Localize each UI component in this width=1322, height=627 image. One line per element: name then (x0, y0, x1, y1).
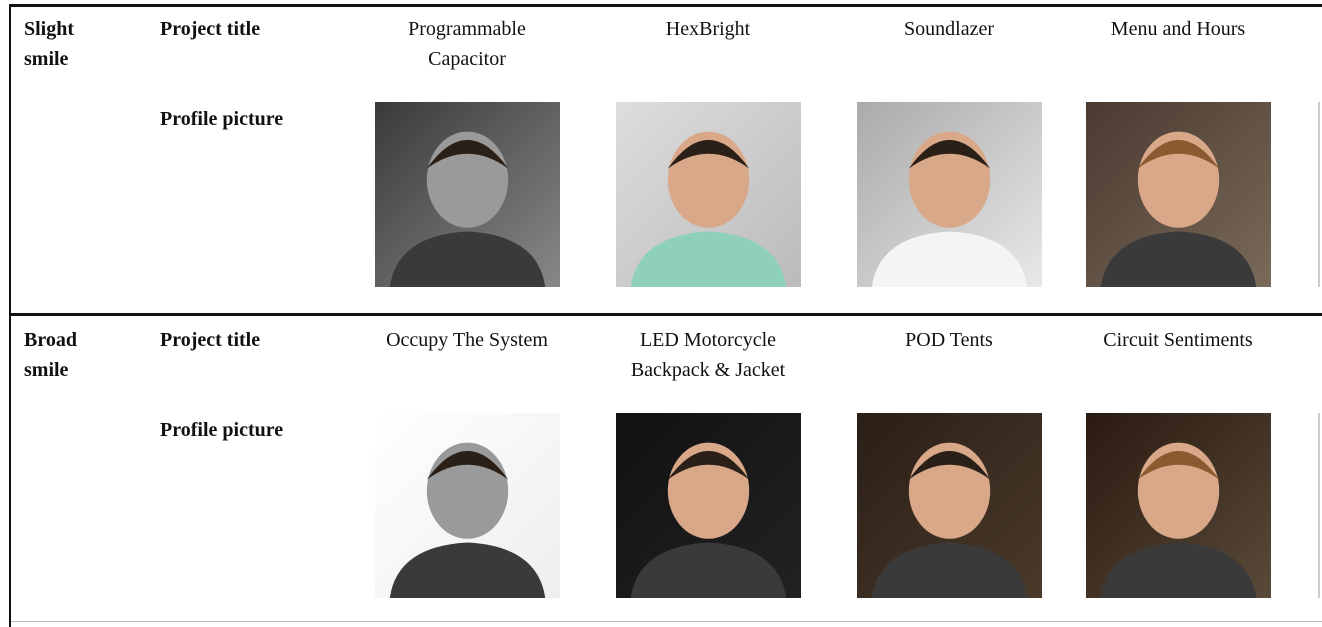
profile-photo (616, 102, 801, 287)
project-title: Menu and Hours (1110, 18, 1246, 40)
project-title: LED Motorcycle (639, 329, 777, 351)
cropped-photo-edge (1318, 413, 1320, 598)
project-title: Backpack & Jacket (630, 359, 786, 381)
project-title: HexBright (665, 18, 751, 40)
bottom-rule (10, 621, 1322, 622)
group-label: Slight (24, 18, 75, 40)
profile-photo (857, 102, 1042, 287)
group-rule (10, 313, 1322, 316)
group-label: Broad (24, 329, 77, 351)
profile-photo (616, 413, 801, 598)
project-title: Capacitor (428, 48, 506, 70)
group-label: smile (24, 359, 69, 381)
profile-photo (857, 413, 1042, 598)
top-rule (10, 4, 1322, 7)
profile-photo (375, 102, 560, 287)
row-label: Profile picture (160, 419, 284, 441)
project-title: Soundlazer (904, 18, 994, 40)
profile-photo (1086, 102, 1271, 287)
project-title: Occupy The System (386, 329, 548, 351)
row-label: Project title (160, 18, 261, 40)
profile-photo (1086, 413, 1271, 598)
cropped-photo-edge (1318, 102, 1320, 287)
project-title: POD Tents (905, 329, 993, 351)
project-title: Circuit Sentiments (1103, 329, 1253, 351)
project-title: Programmable (408, 18, 526, 40)
row-label: Profile picture (160, 108, 284, 130)
left-rule (9, 4, 11, 627)
row-label: Project title (160, 329, 261, 351)
group-label: smile (24, 48, 69, 70)
profile-photo (375, 413, 560, 598)
